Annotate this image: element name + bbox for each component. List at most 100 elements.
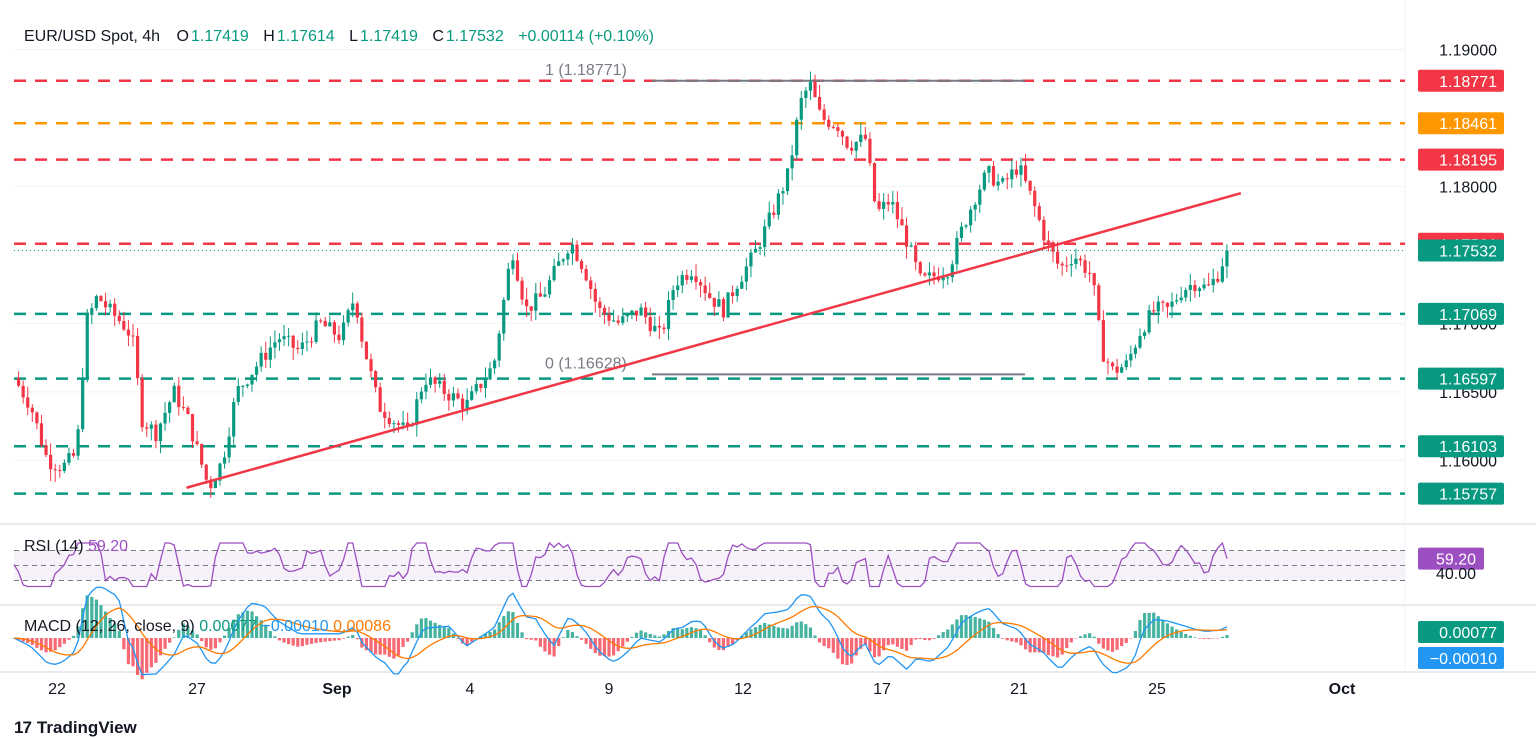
macd-histogram-bar (840, 638, 845, 665)
candle-body (529, 306, 533, 311)
candle-body (300, 342, 304, 349)
macd-histogram-bar (145, 638, 149, 673)
candle-body (689, 276, 694, 280)
candle-body (593, 288, 597, 302)
last-price-label: 1.17532 (1439, 243, 1497, 260)
macd-histogram-bar (218, 638, 222, 643)
time-axis[interactable]: 22 27 Sep 4 9 12 17 21 25 Oct (48, 681, 1356, 698)
candle-body (598, 301, 602, 308)
macd-histogram-bar (94, 599, 98, 638)
candle-body (987, 166, 991, 173)
candle-body (1175, 300, 1179, 302)
candle-body (891, 202, 895, 205)
candle-body (1179, 297, 1183, 301)
macd-histogram-bar (1165, 623, 1170, 638)
macd-histogram-bar (680, 629, 684, 638)
candle-body (744, 266, 748, 282)
candle-body (511, 260, 515, 269)
candle-body (827, 119, 831, 127)
time-tick-label: 9 (605, 681, 614, 698)
price-axis[interactable]: 1.190001.180001.170001.165001.160001.187… (1418, 42, 1504, 669)
candle-body (1046, 240, 1051, 243)
candle-body (1037, 206, 1041, 220)
candle-body (493, 360, 497, 369)
candle-body (58, 470, 62, 472)
macd-histogram-bar (648, 633, 652, 638)
candle-body (607, 314, 611, 321)
candle-body (909, 245, 913, 247)
tradingview-logo[interactable]: 17 TradingView (14, 718, 137, 738)
candle-body (428, 377, 433, 385)
macd-histogram-bar (854, 638, 858, 656)
macd-histogram-bar (373, 638, 378, 655)
candle-body (323, 320, 327, 327)
candle-body (946, 277, 950, 279)
candle-body (666, 299, 671, 330)
level-price-tag (1418, 435, 1504, 458)
macd-histogram-bar (1037, 638, 1041, 653)
candle-body (740, 281, 744, 289)
macd-histogram-bar (291, 638, 295, 646)
candle-body (245, 384, 250, 386)
trendline (186, 192, 1242, 489)
time-tick-label: 17 (873, 681, 891, 698)
level-price-tag (1418, 69, 1504, 92)
change-value: +0.00114 (+0.10%) (518, 28, 654, 45)
grid-lines (0, 0, 1536, 673)
macd-histogram-bar (785, 628, 790, 638)
macd-histogram-bar (99, 605, 103, 638)
macd-histogram-bar (113, 623, 117, 638)
candle-body (172, 385, 176, 403)
candle-body (442, 380, 446, 394)
candle-body (254, 366, 259, 375)
candle-body (996, 181, 1000, 186)
candle-body (804, 90, 808, 98)
candle-body (149, 424, 153, 429)
candle-body (232, 401, 236, 437)
level-price-tag (1418, 148, 1504, 171)
candle-body (213, 480, 217, 489)
candle-body (662, 327, 666, 330)
macd-histogram-bar (671, 628, 675, 638)
macd-histogram-bar (1216, 638, 1220, 639)
macd-histogram-bar (195, 634, 199, 638)
macd-histogram-bar (1188, 635, 1192, 638)
candle-body (1202, 284, 1206, 289)
candle-body (154, 424, 158, 442)
candle-body (1010, 169, 1014, 180)
macd-histogram-bar (369, 638, 373, 653)
candle-body (570, 244, 575, 254)
candle-body (547, 280, 552, 295)
candles (16, 71, 1229, 498)
macd-histogram-bar (776, 627, 780, 638)
macd-histogram-bar (1152, 612, 1156, 638)
candle-body (346, 310, 350, 323)
macd-histogram-bar (415, 624, 419, 638)
macd-histogram-bar (236, 614, 240, 638)
candle-body (488, 368, 492, 380)
macd-histogram-bar (1051, 638, 1055, 657)
candle-body (557, 261, 561, 266)
macd-histogram-bar (122, 638, 126, 650)
candle-body (373, 371, 378, 388)
candle-body (538, 293, 542, 297)
candle-body (364, 341, 369, 360)
candle-body (62, 462, 66, 472)
candle-body (918, 262, 922, 274)
macd-histogram-bar (1010, 638, 1014, 642)
candle-body (561, 259, 565, 262)
candle-body (209, 479, 213, 489)
macd-histogram-bar (488, 631, 492, 638)
level-price-tag (1418, 112, 1504, 135)
candle-body (982, 172, 986, 190)
macd-histogram-bar (1106, 638, 1110, 651)
macd-histogram-bar (552, 638, 556, 657)
candle-body (190, 414, 195, 442)
close-value: 1.17532 (445, 28, 504, 45)
candle-body (1097, 285, 1101, 320)
high-label: H (263, 28, 275, 45)
tradingview-name: TradingView (36, 718, 137, 737)
macd-histogram-bar (1060, 638, 1064, 655)
candle-body (90, 308, 94, 315)
